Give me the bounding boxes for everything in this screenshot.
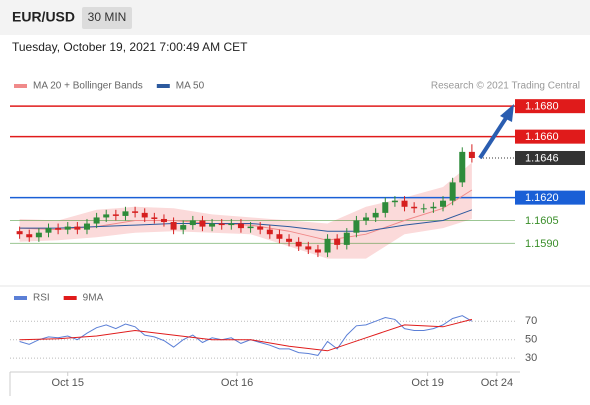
candle-body bbox=[411, 206, 418, 209]
timestamp: Tuesday, October 19, 2021 7:00:49 AM CET bbox=[12, 40, 248, 54]
candle-body bbox=[353, 220, 360, 233]
candle-body bbox=[132, 211, 139, 213]
plot-area: MA 20 + Bollinger Bands MA 50 Research © 2… bbox=[9, 81, 585, 396]
symbol: EUR/USD bbox=[12, 9, 75, 25]
candle-body bbox=[45, 228, 52, 233]
candle-body bbox=[112, 214, 119, 216]
candle-body bbox=[83, 223, 90, 230]
candle-body bbox=[430, 206, 437, 209]
candle-body bbox=[449, 182, 456, 201]
candle-body bbox=[459, 151, 466, 183]
level-label: 1.1620 bbox=[525, 192, 559, 204]
legend-label: 9MA bbox=[83, 293, 104, 304]
forecast-arrow bbox=[478, 116, 508, 160]
candle-body bbox=[286, 238, 293, 242]
candle-body bbox=[382, 202, 389, 213]
x-tick-label: Oct 15 bbox=[52, 377, 84, 389]
candle-body bbox=[314, 249, 321, 253]
candle-body bbox=[16, 231, 23, 235]
candle-body bbox=[103, 214, 110, 218]
candle-body bbox=[209, 223, 216, 227]
legend-swatch bbox=[14, 296, 27, 300]
candle-body bbox=[266, 229, 273, 235]
forecast-arrowhead bbox=[500, 104, 514, 122]
candle-body bbox=[180, 225, 187, 230]
candle-body bbox=[257, 226, 264, 230]
candle-body bbox=[141, 212, 148, 218]
y-tick-label: 30 bbox=[525, 352, 537, 364]
legend-label: MA 20 + Bollinger Bands bbox=[33, 81, 143, 92]
y-tick-label: 70 bbox=[525, 315, 537, 327]
interval-box bbox=[82, 7, 132, 29]
level-box bbox=[515, 150, 585, 165]
legend-label: MA 50 bbox=[176, 81, 205, 92]
candle-body bbox=[363, 217, 370, 221]
level-label: 1.1680 bbox=[525, 101, 559, 113]
level-box bbox=[515, 129, 585, 144]
x-tick-label: Oct 24 bbox=[481, 377, 513, 389]
candle-body bbox=[334, 238, 341, 245]
candle-body bbox=[237, 223, 244, 229]
candle-body bbox=[151, 217, 158, 219]
candle-body bbox=[122, 211, 129, 216]
candle-body bbox=[247, 226, 254, 229]
candle-body bbox=[64, 226, 71, 230]
level-label: 1.1660 bbox=[525, 131, 559, 143]
candle-body bbox=[170, 222, 177, 230]
candle-body bbox=[343, 232, 350, 245]
candle-body bbox=[372, 212, 379, 218]
interval: 30 MIN bbox=[88, 10, 127, 24]
candle-body bbox=[26, 234, 33, 238]
candle-body bbox=[420, 208, 427, 210]
candle-body bbox=[93, 217, 100, 224]
level-box bbox=[515, 99, 585, 114]
candle-body bbox=[295, 241, 302, 247]
bollinger-band bbox=[19, 162, 472, 259]
legend-swatch bbox=[14, 84, 27, 88]
candle-body bbox=[160, 218, 167, 223]
x-tick-label: Oct 16 bbox=[221, 377, 253, 389]
legend-label: RSI bbox=[33, 293, 50, 304]
credit: Research © 2021 Trading Central bbox=[431, 81, 580, 92]
indicator-line bbox=[19, 315, 473, 356]
legend-swatch bbox=[63, 296, 77, 300]
level-label: 1.1605 bbox=[525, 215, 559, 227]
x-tick-label: Oct 19 bbox=[411, 377, 443, 389]
candle-body bbox=[189, 220, 196, 226]
indicator-line bbox=[19, 318, 473, 352]
candle-body bbox=[391, 200, 398, 203]
candle-body bbox=[55, 228, 62, 230]
y-tick-label: 50 bbox=[525, 334, 537, 346]
candle-body bbox=[199, 220, 206, 227]
candle-body bbox=[218, 223, 225, 226]
candle-body bbox=[74, 226, 81, 230]
candle-body bbox=[305, 246, 312, 250]
level-label: 1.1590 bbox=[525, 238, 559, 250]
candle-body bbox=[228, 223, 235, 226]
legend-swatch bbox=[156, 84, 170, 88]
candle-body bbox=[440, 200, 447, 207]
level-box bbox=[515, 190, 585, 205]
candle-body bbox=[401, 200, 408, 207]
candle-body bbox=[276, 234, 283, 239]
candle-body bbox=[35, 232, 42, 238]
candle-body bbox=[324, 238, 331, 253]
candle-body bbox=[468, 151, 475, 158]
level-label: 1.1646 bbox=[525, 152, 559, 164]
